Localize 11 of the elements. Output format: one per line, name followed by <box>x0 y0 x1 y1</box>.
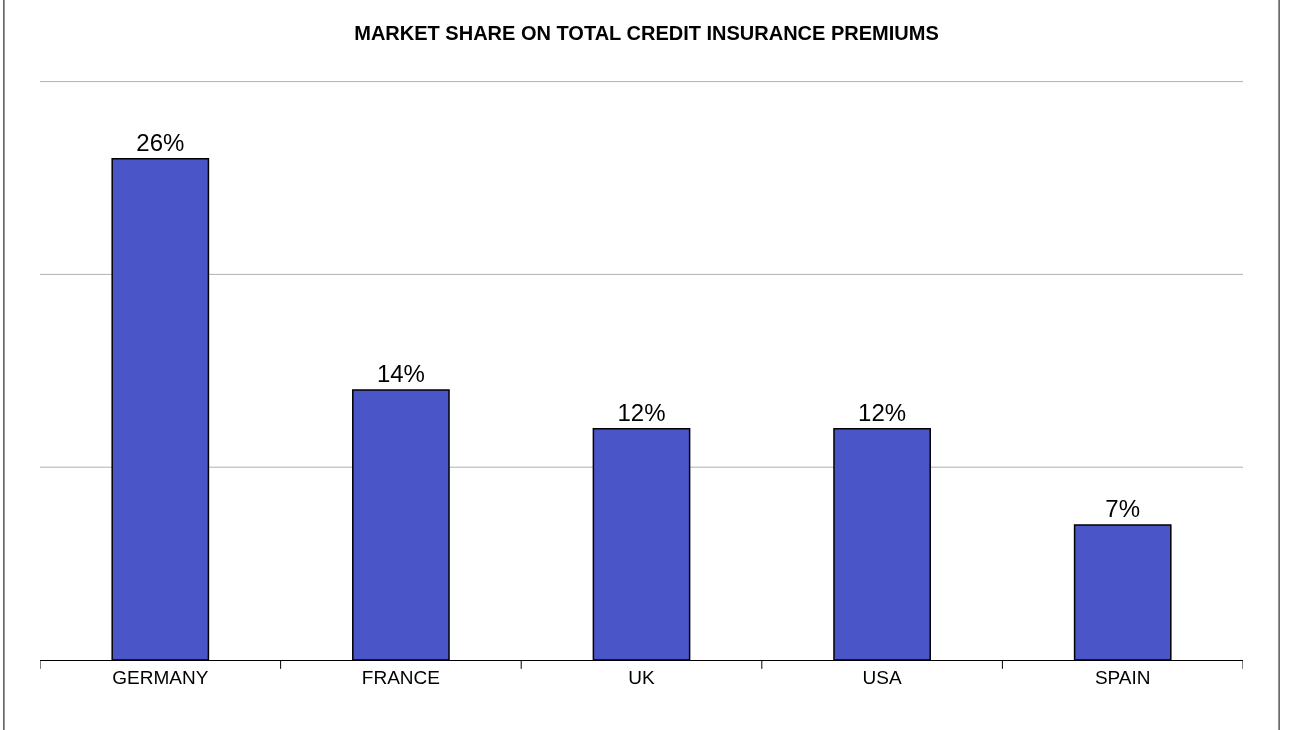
x-tick-label: UK <box>628 666 656 688</box>
x-tick-label: USA <box>862 666 902 688</box>
x-tick-label: SPAIN <box>1094 666 1151 688</box>
data-label: 26% <box>136 128 185 156</box>
data-label: 12% <box>617 398 666 426</box>
chart-title: MARKET SHARE ON TOTAL CREDIT INSURANCE PREMIUMS <box>354 21 939 44</box>
x-tick-label: GERMANY <box>112 666 209 688</box>
x-tick-label: FRANCE <box>361 666 440 688</box>
data-label: 14% <box>376 360 425 388</box>
data-label: 12% <box>858 398 907 426</box>
data-label: 7% <box>1105 495 1141 523</box>
